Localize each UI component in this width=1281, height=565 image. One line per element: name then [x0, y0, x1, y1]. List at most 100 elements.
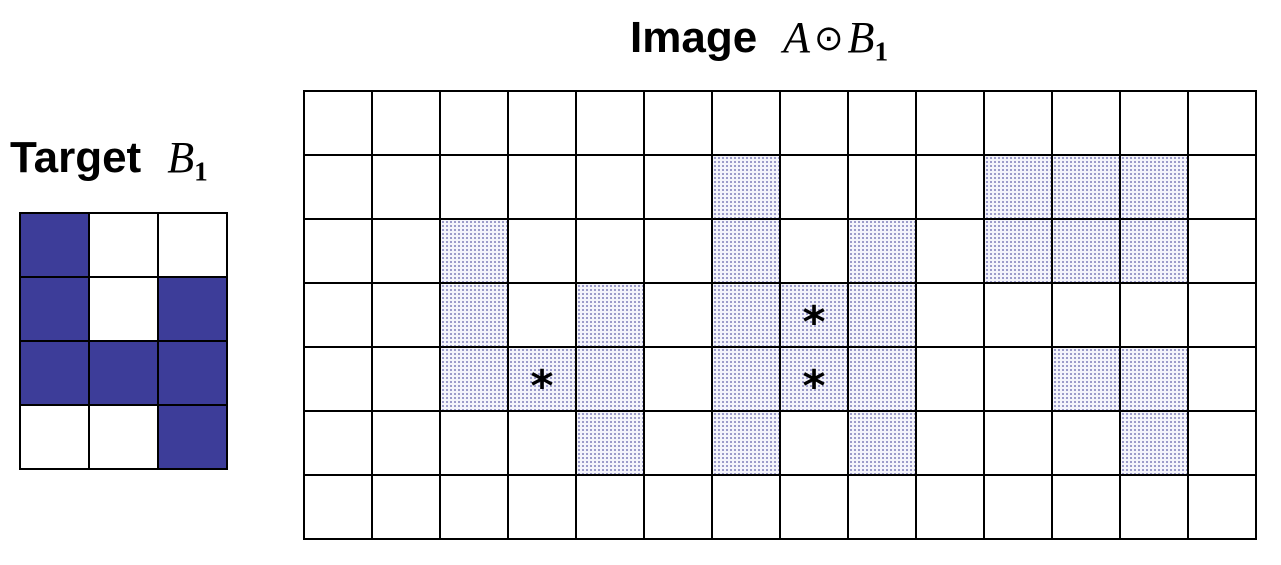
image-cell-shaded [441, 348, 507, 410]
image-cell-shaded [713, 412, 779, 474]
image-cell-empty [1189, 92, 1255, 154]
image-cell-empty [1121, 476, 1187, 538]
target-cell-filled [159, 342, 226, 404]
image-cell-empty [441, 476, 507, 538]
image-cell-empty [441, 412, 507, 474]
image-cell-empty [645, 412, 711, 474]
image-cell-empty [917, 220, 983, 282]
target-cell-empty [159, 214, 226, 276]
image-cell-empty [1189, 156, 1255, 218]
image-cell-shaded [1121, 220, 1187, 282]
image-cell-shaded [713, 284, 779, 346]
image-cell-empty [1121, 284, 1187, 346]
image-cell-empty [305, 476, 371, 538]
target-cell-empty [90, 406, 157, 468]
image-cell-empty [645, 348, 711, 410]
image-cell-empty [1121, 92, 1187, 154]
image-cell-shaded [849, 284, 915, 346]
image-cell-empty [373, 92, 439, 154]
image-cell-empty [1189, 412, 1255, 474]
target-cell-empty [90, 214, 157, 276]
image-cell-empty [849, 156, 915, 218]
image-cell-empty [917, 476, 983, 538]
image-cell-empty [985, 92, 1051, 154]
image-cell-shaded [985, 220, 1051, 282]
image-cell-empty [645, 476, 711, 538]
image-cell-empty [781, 156, 847, 218]
target-cell-filled [90, 342, 157, 404]
image-cell-empty [577, 476, 643, 538]
target-cell-empty [90, 278, 157, 340]
image-cell-empty [373, 220, 439, 282]
image-cell-empty [577, 220, 643, 282]
target-title: Target B1 [10, 128, 208, 202]
image-cell-empty [305, 92, 371, 154]
image-cell-shaded [441, 284, 507, 346]
image-cell-shaded [577, 348, 643, 410]
image-cell-empty [645, 220, 711, 282]
image-cell-empty [985, 284, 1051, 346]
image-cell-empty [713, 92, 779, 154]
image-cell-shaded [1053, 156, 1119, 218]
image-cell-shaded [985, 156, 1051, 218]
image-cell-empty [509, 412, 575, 474]
image-cell-empty [373, 348, 439, 410]
image-cell-shaded [849, 220, 915, 282]
image-cell-shaded [1121, 348, 1187, 410]
image-grid: * * * [303, 90, 1257, 540]
target-cell-filled [21, 342, 88, 404]
image-cell-empty [509, 92, 575, 154]
image-subscript: 1 [874, 36, 889, 67]
image-cell-empty [373, 476, 439, 538]
image-cell-empty [985, 476, 1051, 538]
target-cell-filled [21, 278, 88, 340]
target-cell-filled [159, 406, 226, 468]
image-cell-empty [305, 348, 371, 410]
target-title-word: Target [10, 133, 142, 182]
image-cell-empty [305, 156, 371, 218]
image-cell-empty [305, 284, 371, 346]
image-title: Image A ⊙B1 [630, 8, 888, 82]
image-cell-empty [917, 412, 983, 474]
image-cell-shaded [1053, 348, 1119, 410]
image-cell-empty [1189, 476, 1255, 538]
target-grid [19, 212, 228, 470]
image-cell-shaded [713, 348, 779, 410]
image-cell-empty [985, 412, 1051, 474]
image-cell-shaded [577, 284, 643, 346]
image-cell-empty [645, 92, 711, 154]
image-cell-empty [645, 284, 711, 346]
target-symbol: B [167, 133, 195, 182]
image-cell-shaded: * [509, 348, 575, 410]
image-cell-empty [781, 476, 847, 538]
image-cell-empty [917, 92, 983, 154]
image-cell-shaded [441, 220, 507, 282]
image-cell-empty [509, 220, 575, 282]
image-cell-shaded [1121, 156, 1187, 218]
image-cell-shaded [849, 348, 915, 410]
image-cell-empty [373, 412, 439, 474]
image-cell-empty [305, 220, 371, 282]
image-cell-shaded [849, 412, 915, 474]
image-cell-empty [509, 284, 575, 346]
target-subscript: 1 [194, 156, 208, 187]
image-cell-shaded [713, 220, 779, 282]
asterisk-marker: * [802, 297, 826, 348]
image-cell-empty [985, 348, 1051, 410]
image-cell-empty [509, 156, 575, 218]
image-cell-empty [1053, 92, 1119, 154]
image-cell-empty [1189, 220, 1255, 282]
image-cell-empty [509, 476, 575, 538]
image-cell-shaded [577, 412, 643, 474]
image-cell-empty [781, 412, 847, 474]
image-cell-empty [1053, 412, 1119, 474]
image-cell-empty [849, 92, 915, 154]
image-cell-empty [577, 92, 643, 154]
image-cell-empty [645, 156, 711, 218]
image-cell-empty [849, 476, 915, 538]
image-cell-shaded: * [781, 348, 847, 410]
image-cell-empty [1189, 348, 1255, 410]
image-cell-empty [713, 476, 779, 538]
image-cell-empty [781, 220, 847, 282]
image-cell-empty [781, 92, 847, 154]
